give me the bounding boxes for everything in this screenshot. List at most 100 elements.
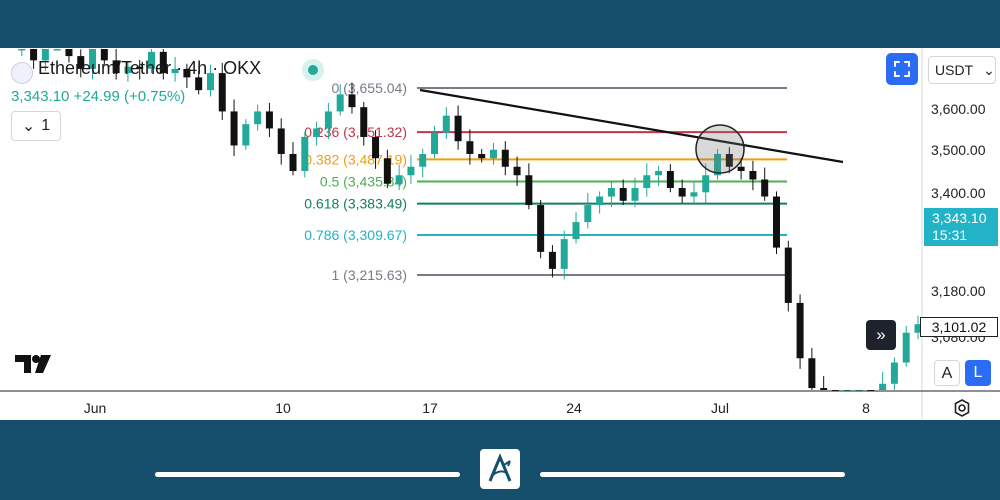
candle-body bbox=[596, 196, 604, 206]
y-tick-label: 3,600.00 bbox=[931, 101, 986, 117]
candle-body bbox=[666, 171, 674, 189]
candle-body bbox=[678, 188, 686, 197]
candle-body bbox=[761, 179, 769, 197]
candle-body bbox=[313, 128, 321, 137]
candle-body bbox=[631, 188, 639, 201]
candle-body bbox=[725, 153, 733, 167]
divider-left bbox=[155, 472, 460, 477]
last-price-value: 3,343.10 bbox=[932, 210, 987, 226]
candle-body bbox=[607, 188, 615, 197]
candle-body bbox=[714, 153, 722, 176]
candle-body bbox=[218, 73, 226, 112]
candle-body bbox=[148, 51, 156, 69]
fib-level-label: 0.5 (3,435.34) bbox=[320, 173, 407, 189]
candle-body bbox=[395, 175, 403, 184]
log-scale-button[interactable]: L bbox=[965, 360, 991, 386]
brand-logo bbox=[480, 449, 520, 489]
candle-body bbox=[537, 205, 545, 252]
candle-body bbox=[242, 124, 250, 146]
candle-body bbox=[419, 153, 427, 167]
candle-body bbox=[89, 49, 97, 69]
y-tick-label: 3,180.00 bbox=[931, 283, 986, 299]
candles bbox=[18, 49, 922, 392]
candle-body bbox=[372, 136, 380, 159]
chevron-down-icon: ⌄ bbox=[983, 61, 995, 78]
candle-body bbox=[206, 73, 214, 91]
candle-body bbox=[18, 49, 26, 51]
auto-scale-button[interactable]: A bbox=[934, 360, 960, 386]
candle-body bbox=[643, 175, 651, 189]
candle-body bbox=[584, 205, 592, 223]
candle-body bbox=[136, 66, 144, 69]
x-tick-label: 24 bbox=[566, 400, 582, 416]
candle-body bbox=[348, 94, 356, 108]
candle-body bbox=[431, 132, 439, 154]
candle-body bbox=[100, 49, 108, 61]
candle-body bbox=[454, 115, 462, 142]
fib-level-label: 0.786 (3,309.67) bbox=[304, 227, 407, 243]
y-axis: 3,600.003,500.003,400.003,180.003,080.00 bbox=[931, 101, 986, 345]
fib-level-label: 0.618 (3,383.49) bbox=[304, 196, 407, 212]
candle-body bbox=[690, 192, 698, 197]
candle-body bbox=[737, 166, 745, 172]
last-price-tag: 3,343.10 15:31 bbox=[924, 208, 998, 246]
candle-body bbox=[183, 68, 191, 78]
divider-right bbox=[540, 472, 845, 477]
candle-body bbox=[41, 49, 49, 61]
candle-body bbox=[53, 49, 61, 51]
candle-body bbox=[324, 111, 332, 129]
candle-body bbox=[442, 115, 450, 133]
scroll-to-realtime-button[interactable]: » bbox=[866, 320, 896, 350]
x-axis: Jun 10 17 24 Jul 8 bbox=[84, 400, 870, 416]
fib-level-label: 0.382 (3,487.19) bbox=[304, 151, 407, 167]
candle-body bbox=[77, 56, 85, 69]
candle-body bbox=[383, 158, 391, 184]
price-change: 3,343.10 +24.99 (+0.75%) bbox=[11, 88, 186, 105]
fullscreen-button[interactable] bbox=[886, 53, 918, 85]
y-tick-label: 3,500.00 bbox=[931, 142, 986, 158]
candle-body bbox=[772, 196, 780, 248]
candle-body bbox=[360, 107, 368, 137]
currency-selector[interactable]: USDT ⌄ bbox=[928, 56, 996, 84]
candle-body bbox=[572, 222, 580, 240]
candle-body bbox=[879, 383, 887, 390]
x-tick-label: 17 bbox=[422, 400, 438, 416]
candle-body bbox=[65, 49, 73, 57]
candle-body bbox=[407, 166, 415, 176]
candle-body bbox=[124, 66, 132, 74]
x-tick-label: 8 bbox=[862, 400, 870, 416]
candle-body bbox=[30, 49, 38, 61]
candle-body bbox=[489, 149, 497, 159]
fib-level-label: 0 (3,655.04) bbox=[332, 80, 408, 96]
fullscreen-icon bbox=[894, 61, 910, 77]
collapse-button[interactable]: ⌄ 1 bbox=[11, 111, 61, 141]
candle-body bbox=[619, 188, 627, 201]
x-tick-label: Jun bbox=[84, 400, 107, 416]
candle-body bbox=[655, 171, 663, 176]
candle-body bbox=[159, 51, 167, 74]
price-marker-tag: 3,101.02 bbox=[920, 317, 998, 337]
x-tick-label: 10 bbox=[275, 400, 291, 416]
ethereum-icon bbox=[11, 62, 33, 84]
top-frame bbox=[0, 0, 1000, 48]
candle-body bbox=[336, 94, 344, 112]
candle-body bbox=[265, 111, 273, 129]
fib-level-label: 1 (3,215.63) bbox=[332, 267, 408, 283]
candle-body bbox=[478, 153, 486, 159]
chevron-down-icon: ⌄ bbox=[21, 118, 36, 135]
candle-body bbox=[230, 111, 238, 146]
candle-body bbox=[525, 175, 533, 206]
candle-body bbox=[277, 128, 285, 154]
currency-label: USDT bbox=[935, 62, 974, 78]
candle-body bbox=[902, 332, 910, 363]
symbol-title[interactable]: Ethereum/Tether · 4h · OKX bbox=[38, 58, 262, 78]
candle-body bbox=[195, 77, 203, 91]
candle-body bbox=[301, 136, 309, 172]
candle-body bbox=[254, 111, 262, 125]
candle-body bbox=[501, 149, 509, 167]
countdown-value: 15:31 bbox=[932, 227, 968, 243]
candle-body bbox=[560, 239, 568, 269]
settings-icon[interactable] bbox=[952, 398, 972, 418]
candle-body bbox=[784, 247, 792, 303]
